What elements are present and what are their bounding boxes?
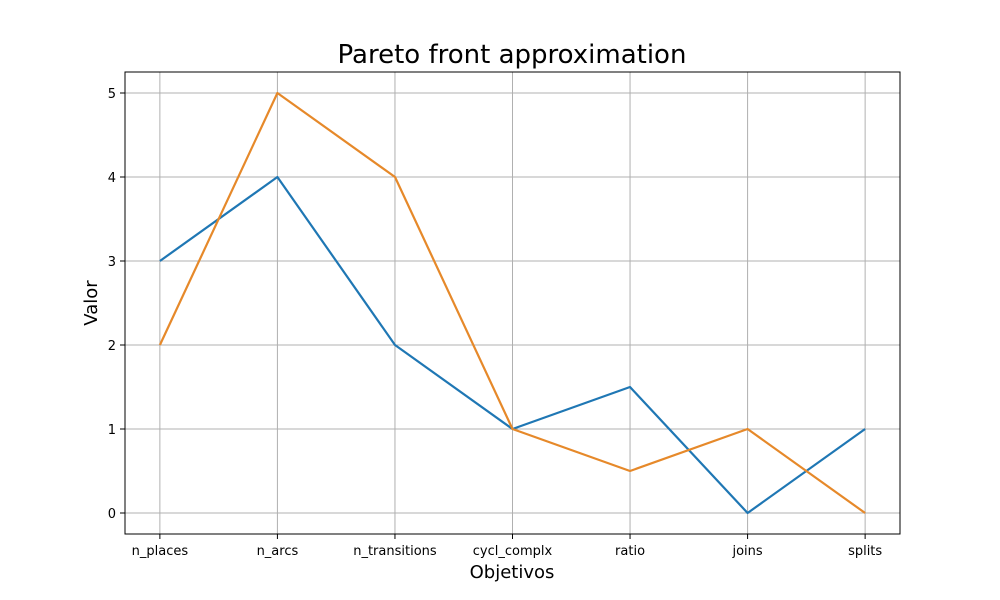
y-axis-label: Valor (81, 280, 102, 326)
x-tick-label: cycl_complx (473, 544, 553, 559)
x-tick-label: n_places (132, 544, 189, 559)
y-axis-ticks: 0 1 2 3 4 5 (108, 87, 125, 522)
x-tick-label: n_arcs (257, 544, 299, 559)
grid-lines (125, 72, 900, 534)
y-tick-label: 2 (108, 339, 116, 354)
x-tick-label: splits (848, 544, 882, 559)
y-tick-label: 1 (108, 423, 116, 438)
x-axis-ticks: n_places n_arcs n_transitions cycl_complx ra… (132, 534, 882, 559)
x-tick-label: ratio (615, 544, 645, 559)
chart-title: Pareto front approximation (338, 40, 687, 70)
x-axis-label: Objetivos (470, 562, 555, 583)
y-tick-label: 4 (108, 171, 116, 186)
y-tick-label: 5 (108, 87, 116, 102)
x-tick-label: n_transitions (353, 544, 437, 559)
y-tick-label: 3 (108, 255, 116, 270)
series-line-2 (158, 91, 866, 514)
series-lines (158, 91, 866, 515)
x-tick-label: joins (731, 544, 762, 559)
y-tick-label: 0 (108, 507, 116, 522)
